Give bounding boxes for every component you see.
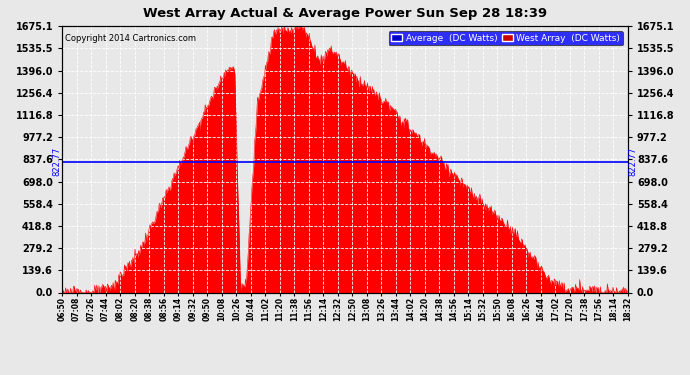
Text: 822.77: 822.77: [52, 147, 61, 176]
Text: 822.77: 822.77: [629, 147, 638, 176]
Text: West Array Actual & Average Power Sun Sep 28 18:39: West Array Actual & Average Power Sun Se…: [143, 8, 547, 21]
Legend: Average  (DC Watts), West Array  (DC Watts): Average (DC Watts), West Array (DC Watts…: [388, 31, 623, 45]
Text: Copyright 2014 Cartronics.com: Copyright 2014 Cartronics.com: [65, 34, 196, 43]
